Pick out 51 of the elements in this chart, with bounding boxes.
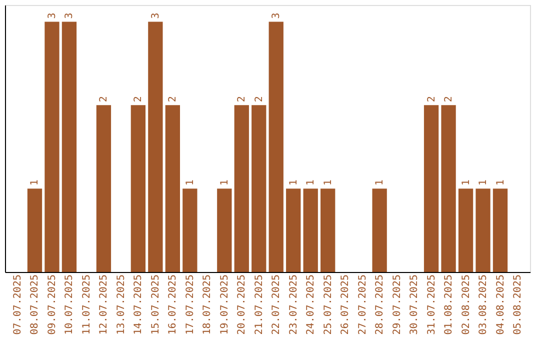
data-label: 3 [150,12,162,19]
x-tick-label: 15.07.2025 [150,274,162,335]
data-label: 1 [478,180,490,186]
data-label: 2 [426,96,438,102]
data-label: 1 [460,180,472,186]
data-label: 1 [219,180,230,186]
data-label: 1 [30,180,41,186]
data-label: 1 [184,180,196,186]
x-tick-label: 08.07.2025 [30,274,41,335]
x-tick-label: 24.07.2025 [306,274,317,335]
data-label: 3 [271,12,282,19]
x-tick-label: 17.07.2025 [184,274,196,335]
x-tick-label: 29.07.2025 [392,274,403,335]
x-tick-label: 25.07.2025 [322,274,334,335]
x-tick-label: 01.08.2025 [444,274,455,335]
x-tick-label: 30.07.2025 [409,274,420,335]
data-label: 2 [168,96,179,102]
data-label: 1 [306,180,317,186]
x-tick-label: 13.07.2025 [116,274,127,335]
x-tick-label: 19.07.2025 [219,274,230,335]
x-tick-label: 03.08.2025 [478,274,490,335]
x-tick-label: 05.08.2025 [512,274,524,335]
x-tick-label: 22.07.2025 [271,274,282,335]
x-tick-label: 07.07.2025 [12,274,24,335]
data-label: 3 [46,12,58,19]
x-tick-label: 20.07.2025 [236,274,248,335]
data-label: 2 [133,96,144,102]
x-tick-label: 31.07.2025 [426,274,438,335]
data-label: 1 [374,180,386,186]
data-label: 2 [254,96,265,102]
x-tick-label: 12.07.2025 [98,274,110,335]
x-tick-label: 16.07.2025 [168,274,179,335]
data-label: 1 [322,180,334,186]
data-label: 3 [64,12,76,19]
data-label: 2 [236,96,248,102]
x-tick-label: 23.07.2025 [288,274,300,335]
data-label: 2 [98,96,110,102]
x-tick-label: 02.08.2025 [460,274,472,335]
x-tick-label: 18.07.2025 [202,274,214,335]
data-label: 1 [288,180,300,186]
data-label: 2 [444,96,455,102]
x-tick-label: 09.07.2025 [46,274,58,335]
x-tick-label: 14.07.2025 [133,274,144,335]
x-tick-label: 11.07.2025 [81,274,92,335]
x-tick-label: 26.07.2025 [340,274,352,335]
x-tick-label: 27.07.2025 [357,274,368,335]
x-tick-label: 10.07.2025 [64,274,76,335]
x-tick-label: 04.08.2025 [495,274,506,335]
x-tick-label: 21.07.2025 [254,274,265,335]
data-label: 1 [495,180,506,186]
x-tick-label: 28.07.2025 [374,274,386,335]
